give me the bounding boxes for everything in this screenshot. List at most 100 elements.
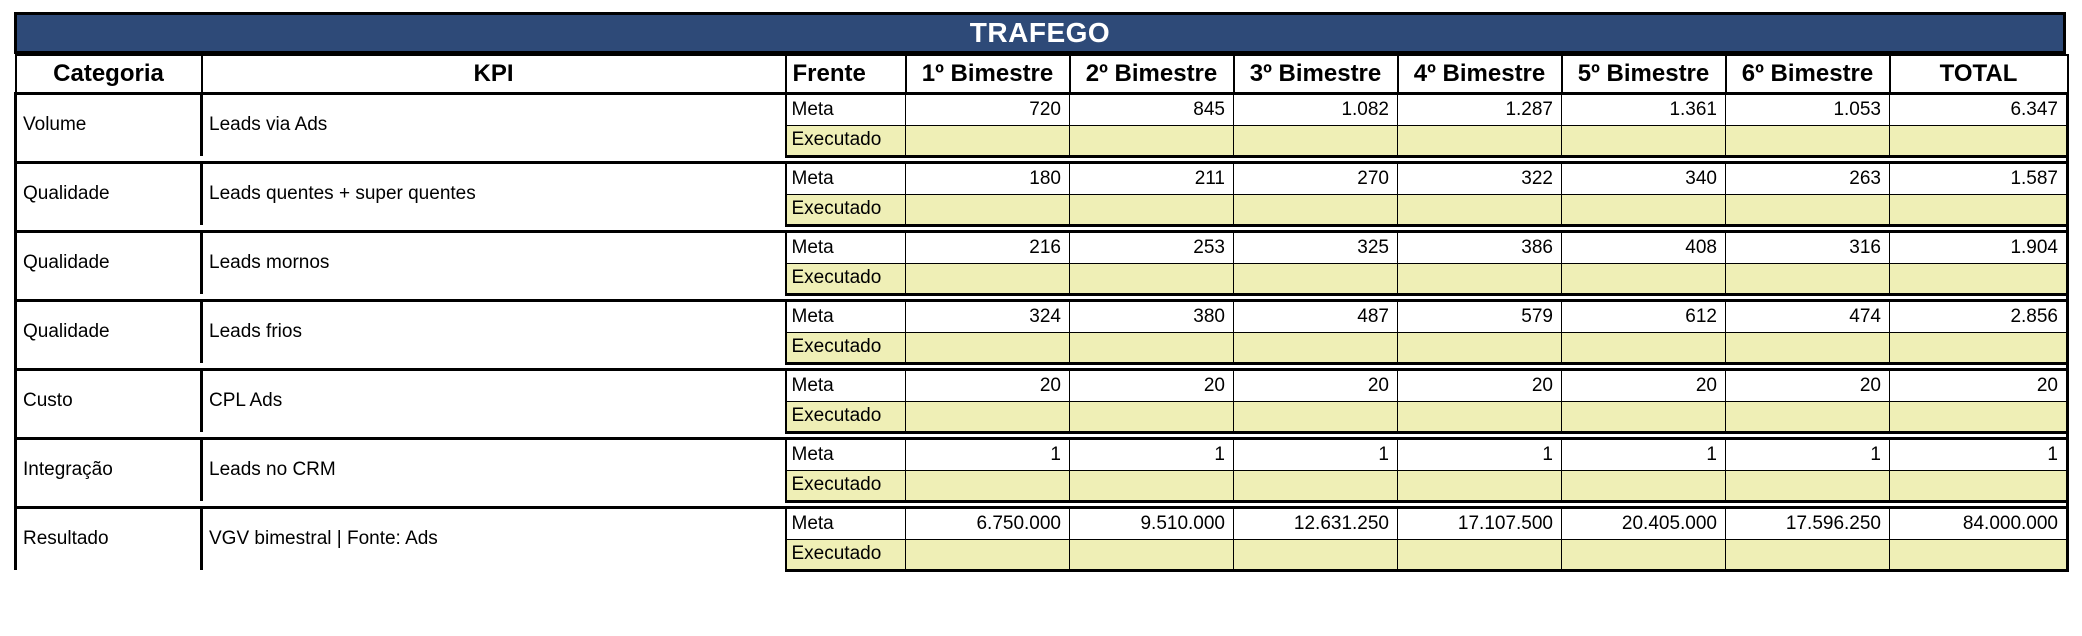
cell-bimestre-6-executado[interactable] (1725, 401, 1890, 434)
cell-bimestre-6-meta[interactable]: 263 (1725, 162, 1890, 195)
cell-bimestre-1-executado[interactable] (905, 539, 1070, 572)
cell-bimestre-4-meta[interactable]: 1.287 (1397, 93, 1562, 126)
cell-bimestre-4-meta[interactable]: 386 (1397, 231, 1562, 264)
cell-categoria[interactable]: Resultado (14, 507, 203, 570)
cell-bimestre-6-meta[interactable]: 1.053 (1725, 93, 1890, 126)
cell-bimestre-1-executado[interactable] (905, 401, 1070, 434)
cell-bimestre-2-executado[interactable] (1069, 401, 1234, 434)
cell-bimestre-4-executado[interactable] (1397, 263, 1562, 296)
cell-bimestre-3-executado[interactable] (1233, 470, 1398, 503)
cell-bimestre-4-executado[interactable] (1397, 401, 1562, 434)
cell-total-meta[interactable]: 1 (1889, 438, 2069, 471)
cell-bimestre-1-meta[interactable]: 720 (905, 93, 1070, 126)
cell-bimestre-3-meta[interactable]: 325 (1233, 231, 1398, 264)
cell-bimestre-2-executado[interactable] (1069, 470, 1234, 503)
cell-bimestre-5-executado[interactable] (1561, 470, 1726, 503)
cell-bimestre-3-meta[interactable]: 1 (1233, 438, 1398, 471)
cell-frente-executado[interactable]: Executado (784, 125, 906, 158)
cell-bimestre-4-meta[interactable]: 17.107.500 (1397, 507, 1562, 540)
cell-bimestre-5-executado[interactable] (1561, 125, 1726, 158)
cell-bimestre-1-meta[interactable]: 216 (905, 231, 1070, 264)
cell-bimestre-1-meta[interactable]: 324 (905, 300, 1070, 333)
cell-bimestre-4-meta[interactable]: 1 (1397, 438, 1562, 471)
cell-bimestre-5-meta[interactable]: 408 (1561, 231, 1726, 264)
cell-bimestre-4-meta[interactable]: 322 (1397, 162, 1562, 195)
cell-total-executado[interactable] (1889, 125, 2069, 158)
cell-bimestre-4-executado[interactable] (1397, 539, 1562, 572)
cell-total-meta[interactable]: 1.587 (1889, 162, 2069, 195)
cell-bimestre-3-executado[interactable] (1233, 332, 1398, 365)
cell-categoria[interactable]: Qualidade (14, 300, 203, 363)
cell-bimestre-3-meta[interactable]: 270 (1233, 162, 1398, 195)
cell-bimestre-1-meta[interactable]: 180 (905, 162, 1070, 195)
cell-bimestre-6-executado[interactable] (1725, 125, 1890, 158)
cell-categoria[interactable]: Qualidade (14, 162, 203, 225)
cell-bimestre-6-meta[interactable]: 474 (1725, 300, 1890, 333)
cell-bimestre-4-executado[interactable] (1397, 332, 1562, 365)
cell-categoria[interactable]: Qualidade (14, 231, 203, 294)
cell-bimestre-5-executado[interactable] (1561, 194, 1726, 227)
cell-bimestre-1-executado[interactable] (905, 470, 1070, 503)
cell-kpi[interactable]: Leads mornos (200, 231, 787, 294)
cell-bimestre-4-executado[interactable] (1397, 470, 1562, 503)
cell-frente-meta[interactable]: Meta (784, 369, 906, 402)
cell-bimestre-3-meta[interactable]: 1.082 (1233, 93, 1398, 126)
cell-frente-executado[interactable]: Executado (784, 470, 906, 503)
cell-bimestre-2-executado[interactable] (1069, 263, 1234, 296)
cell-bimestre-1-executado[interactable] (905, 125, 1070, 158)
cell-bimestre-5-meta[interactable]: 20 (1561, 369, 1726, 402)
cell-kpi[interactable]: VGV bimestral | Fonte: Ads (200, 507, 787, 570)
cell-total-meta[interactable]: 1.904 (1889, 231, 2069, 264)
cell-bimestre-2-executado[interactable] (1069, 539, 1234, 572)
cell-bimestre-5-executado[interactable] (1561, 401, 1726, 434)
cell-kpi[interactable]: Leads frios (200, 300, 787, 363)
cell-kpi[interactable]: CPL Ads (200, 369, 787, 432)
cell-bimestre-2-meta[interactable]: 253 (1069, 231, 1234, 264)
cell-bimestre-2-executado[interactable] (1069, 194, 1234, 227)
cell-bimestre-3-executado[interactable] (1233, 539, 1398, 572)
cell-bimestre-4-executado[interactable] (1397, 125, 1562, 158)
cell-frente-executado[interactable]: Executado (784, 332, 906, 365)
cell-bimestre-3-executado[interactable] (1233, 125, 1398, 158)
cell-bimestre-6-executado[interactable] (1725, 539, 1890, 572)
cell-total-executado[interactable] (1889, 470, 2069, 503)
cell-total-executado[interactable] (1889, 539, 2069, 572)
cell-bimestre-4-meta[interactable]: 20 (1397, 369, 1562, 402)
cell-bimestre-1-executado[interactable] (905, 263, 1070, 296)
cell-bimestre-6-executado[interactable] (1725, 194, 1890, 227)
cell-total-meta[interactable]: 84.000.000 (1889, 507, 2069, 540)
cell-frente-meta[interactable]: Meta (784, 300, 906, 333)
cell-bimestre-4-meta[interactable]: 579 (1397, 300, 1562, 333)
cell-total-meta[interactable]: 20 (1889, 369, 2069, 402)
cell-frente-meta[interactable]: Meta (784, 507, 906, 540)
cell-bimestre-6-executado[interactable] (1725, 332, 1890, 365)
cell-bimestre-2-meta[interactable]: 1 (1069, 438, 1234, 471)
cell-bimestre-5-meta[interactable]: 1 (1561, 438, 1726, 471)
cell-frente-executado[interactable]: Executado (784, 194, 906, 227)
cell-bimestre-3-meta[interactable]: 487 (1233, 300, 1398, 333)
cell-frente-meta[interactable]: Meta (784, 93, 906, 126)
cell-categoria[interactable]: Integração (14, 438, 203, 501)
cell-bimestre-1-meta[interactable]: 20 (905, 369, 1070, 402)
cell-bimestre-5-meta[interactable]: 1.361 (1561, 93, 1726, 126)
cell-bimestre-3-executado[interactable] (1233, 401, 1398, 434)
cell-total-executado[interactable] (1889, 194, 2069, 227)
cell-bimestre-6-executado[interactable] (1725, 470, 1890, 503)
cell-bimestre-3-executado[interactable] (1233, 194, 1398, 227)
cell-bimestre-1-meta[interactable]: 1 (905, 438, 1070, 471)
cell-bimestre-5-meta[interactable]: 340 (1561, 162, 1726, 195)
cell-bimestre-2-executado[interactable] (1069, 332, 1234, 365)
cell-frente-meta[interactable]: Meta (784, 438, 906, 471)
cell-bimestre-6-meta[interactable]: 20 (1725, 369, 1890, 402)
cell-total-meta[interactable]: 2.856 (1889, 300, 2069, 333)
cell-bimestre-5-meta[interactable]: 612 (1561, 300, 1726, 333)
cell-frente-executado[interactable]: Executado (784, 539, 906, 572)
cell-bimestre-6-executado[interactable] (1725, 263, 1890, 296)
cell-total-executado[interactable] (1889, 332, 2069, 365)
cell-bimestre-1-meta[interactable]: 6.750.000 (905, 507, 1070, 540)
cell-bimestre-2-meta[interactable]: 380 (1069, 300, 1234, 333)
cell-bimestre-2-executado[interactable] (1069, 125, 1234, 158)
cell-bimestre-3-meta[interactable]: 12.631.250 (1233, 507, 1398, 540)
cell-bimestre-5-executado[interactable] (1561, 263, 1726, 296)
cell-bimestre-6-meta[interactable]: 316 (1725, 231, 1890, 264)
